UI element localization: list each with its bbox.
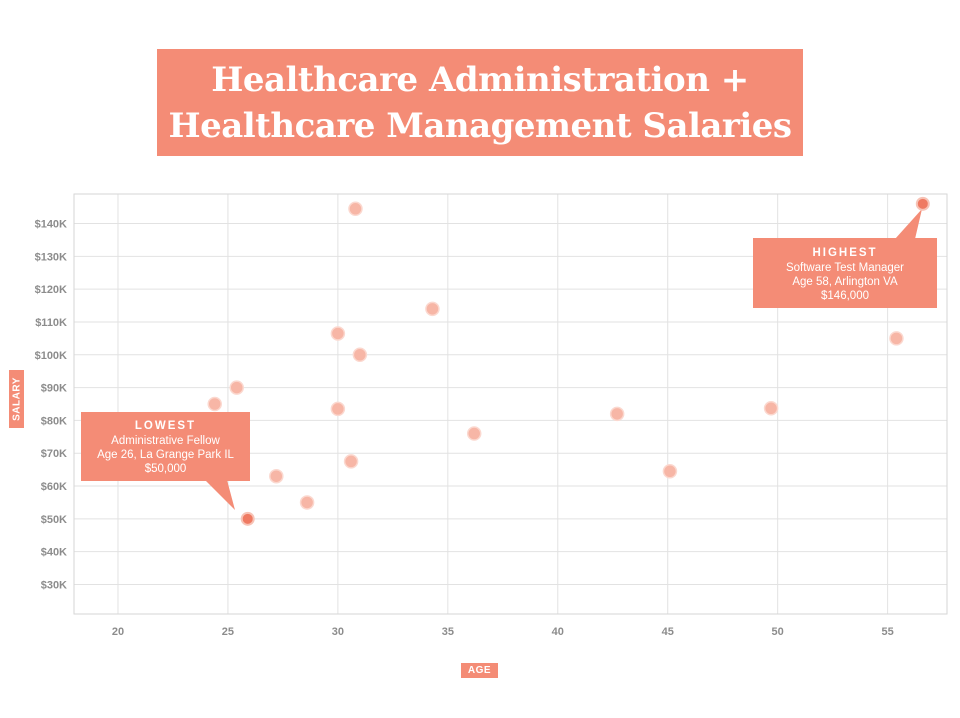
lowest-callout-pointer bbox=[205, 480, 235, 510]
data-point bbox=[352, 347, 368, 363]
y-tick-label: $110K bbox=[35, 317, 67, 329]
highest-callout-pointer bbox=[895, 209, 922, 239]
lowest-callout-salary: $50,000 bbox=[144, 463, 187, 475]
lowest-callout: LOWEST Administrative Fellow Age 26, La … bbox=[81, 412, 250, 481]
y-tick-label: $140K bbox=[35, 219, 67, 231]
y-tick-label: $70K bbox=[41, 448, 67, 460]
x-axis-label: AGE bbox=[461, 663, 498, 678]
y-tick-label: $50K bbox=[41, 514, 67, 526]
highest-callout: HIGHEST Software Test Manager Age 58, Ar… bbox=[753, 238, 937, 308]
y-tick-label: $30K bbox=[41, 579, 67, 591]
highest-callout-salary: $146,000 bbox=[821, 290, 869, 302]
grid bbox=[74, 194, 947, 614]
y-tick-label: $120K bbox=[35, 284, 67, 296]
data-point bbox=[425, 301, 440, 317]
x-tick-label: 55 bbox=[882, 626, 894, 638]
plot-frame bbox=[73, 193, 948, 615]
y-axis-label-text: SALARY bbox=[11, 377, 22, 421]
y-tick-label: $60K bbox=[41, 481, 67, 493]
data-point bbox=[330, 326, 346, 341]
x-tick-label: 35 bbox=[442, 626, 454, 638]
y-tick-label: $100K bbox=[35, 350, 67, 362]
data-point bbox=[207, 396, 222, 412]
lowest-callout-title: Administrative Fellow bbox=[111, 435, 220, 447]
data-point bbox=[343, 454, 359, 469]
x-tick-label: 45 bbox=[662, 626, 674, 638]
data-point bbox=[330, 401, 346, 417]
data-point bbox=[348, 201, 363, 217]
y-tick-label: $90K bbox=[41, 383, 67, 395]
data-point bbox=[609, 406, 625, 422]
data-points bbox=[207, 196, 930, 526]
highest-callout-title: Software Test Manager bbox=[785, 262, 905, 274]
y-tick-label: $40K bbox=[41, 547, 67, 559]
data-point bbox=[889, 331, 904, 346]
data-point bbox=[662, 464, 678, 479]
y-axis-label: SALARY bbox=[9, 370, 24, 428]
y-axis-ticks: $30K $40K $50K $60K $70K $80K $90K $100K $110K $1… bbox=[35, 219, 67, 592]
chart-title-line-2: Healthcare Management Salaries bbox=[168, 105, 792, 146]
data-point bbox=[269, 468, 284, 484]
lowest-callout-heading: LOWEST bbox=[134, 420, 197, 432]
y-tick-label: $130K bbox=[35, 251, 67, 263]
highest-callout-heading: HIGHEST bbox=[812, 247, 878, 259]
lowest-callout-location: Age 26, La Grange Park IL bbox=[97, 449, 234, 461]
data-point bbox=[299, 495, 315, 510]
x-tick-label: 25 bbox=[222, 626, 234, 638]
data-point bbox=[466, 426, 482, 441]
y-tick-label: $80K bbox=[41, 415, 67, 427]
data-point-highlight bbox=[240, 511, 255, 526]
data-point bbox=[229, 380, 244, 395]
x-axis-ticks: 20 25 30 35 40 45 50 55 bbox=[112, 626, 894, 638]
chart-title-line-1: Healthcare Administration + bbox=[211, 59, 749, 100]
x-tick-label: 20 bbox=[112, 626, 124, 638]
highest-callout-location: Age 58, Arlington VA bbox=[792, 276, 898, 288]
chart-title: Healthcare Administration + Healthcare M… bbox=[157, 49, 803, 156]
data-point-highlight bbox=[915, 196, 930, 211]
x-tick-label: 40 bbox=[552, 626, 564, 638]
x-tick-label: 30 bbox=[332, 626, 344, 638]
data-point bbox=[763, 401, 779, 416]
x-tick-label: 50 bbox=[772, 626, 784, 638]
